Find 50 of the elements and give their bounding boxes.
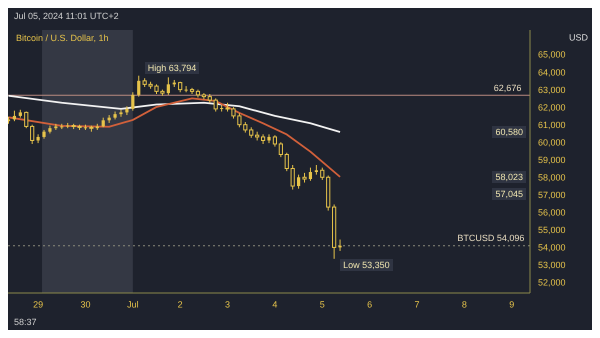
annotation: 58,023: [492, 170, 526, 183]
x-tick-label: 29: [33, 299, 44, 310]
y-tick-label: 53,000: [538, 260, 566, 270]
line-series: [8, 97, 341, 178]
annotation: 57,045: [492, 188, 526, 200]
candlestick: [12, 110, 16, 122]
candlestick: [231, 106, 236, 120]
y-tick-label: 52,000: [538, 278, 566, 288]
y-tick-label: 59,000: [538, 154, 566, 165]
candlestick: [154, 84, 159, 94]
y-axis-title: USD: [568, 32, 588, 42]
y-tick-label: 54,000: [538, 242, 566, 253]
y-tick-label: 60,000: [538, 137, 566, 148]
y-tick-label: 56,000: [538, 208, 566, 218]
x-tick-label: Jul: [127, 299, 139, 310]
text: 58:37: [13, 316, 38, 329]
y-tick-label: 65,000: [538, 50, 566, 60]
y-tick-label: 55,000: [538, 225, 566, 236]
line-series: [8, 94, 341, 133]
y-tick-label: 61,000: [538, 120, 566, 130]
y-tick-label: 57,000: [538, 190, 566, 200]
candlestick: [308, 167, 312, 182]
candlestick: [297, 174, 300, 190]
y-tick-label: 63,000: [538, 84, 566, 95]
x-tick-label: 4: [272, 299, 278, 310]
x-tick-label: 9: [509, 299, 514, 310]
y-tick-label: 62,000: [538, 102, 566, 112]
x-tick-label: 5: [320, 299, 325, 310]
x-tick-label: 7: [414, 299, 420, 310]
x-tick-label: 8: [462, 299, 467, 310]
y-tick-label: 64,000: [538, 67, 566, 78]
x-tick-label: 6: [367, 299, 372, 310]
candlestick: [166, 76, 170, 96]
candlestick: [137, 75, 140, 98]
chart-title: Bitcoin / U.S. Dollar, 1h: [16, 33, 109, 43]
candlestick: [102, 117, 105, 128]
annotation: High 63,794: [144, 62, 200, 74]
y-tick-label: 58,000: [538, 172, 566, 182]
annotation: 60,580: [492, 126, 526, 138]
x-tick-label: 3: [225, 299, 230, 310]
annotation: Low 53,350: [340, 258, 393, 271]
x-tick-label: 30: [80, 299, 90, 310]
x-tick-label: 2: [178, 299, 183, 310]
candlestick: [178, 81, 182, 93]
candlestick: [131, 92, 134, 112]
ref-line-label: BTCUSD 54,096: [457, 233, 524, 244]
chart-subtitle: Jul 05, 2024 11:01 UTC+2: [13, 10, 120, 23]
candlestick: [338, 239, 342, 252]
ref-line-label: 62,676: [494, 82, 522, 93]
candlestick: [302, 172, 307, 184]
